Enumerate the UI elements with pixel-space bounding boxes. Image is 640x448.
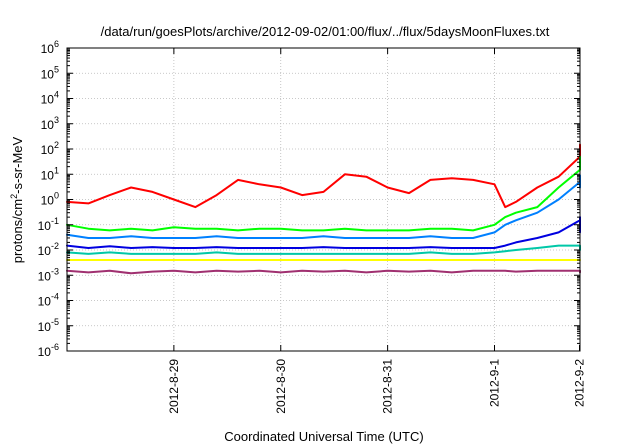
series-layer	[66, 143, 581, 275]
x-axis-label: Coordinated Universal Time (UTC)	[224, 429, 423, 444]
y-tick-label: 10-4	[38, 292, 59, 309]
grid	[67, 48, 580, 351]
y-tick-label: 100	[41, 191, 59, 208]
x-tick-label: 2012-8-29	[167, 359, 181, 414]
y-axis: 10-6 10-5 10-4 10-3 10-2 10-1 100 101 102 103 104 1…	[38, 39, 580, 359]
series-line-1	[66, 143, 581, 209]
y-tick-label: 10-6	[38, 342, 59, 359]
y-tick-label: 102	[41, 140, 59, 157]
y-axis-label-main: protons/cm	[10, 199, 25, 263]
series-line-7	[66, 269, 581, 275]
series-line-4	[66, 216, 581, 249]
y-tick-label: 105	[41, 64, 59, 81]
x-axis: 2012-8-29 2012-8-30 2012-8-31 2012-9-1 2012-…	[167, 48, 587, 414]
x-tick-label: 2012-8-30	[274, 359, 288, 414]
y-axis-label-tail: -s-sr-MeV	[10, 136, 25, 193]
y-axis-label: protons/cm2-s-sr-MeV	[9, 136, 25, 263]
chart-title: /data/run/goesPlots/archive/2012-09-02/0…	[101, 24, 550, 39]
y-tick-label: 104	[41, 90, 59, 107]
x-tick-label: 2012-9-1	[488, 359, 502, 407]
x-tick-label: 2012-8-31	[381, 359, 395, 414]
plot-frame	[66, 47, 581, 352]
y-axis-label-superscript: 2	[9, 194, 19, 199]
series-line-3	[66, 174, 581, 239]
y-tick-label: 103	[41, 115, 59, 132]
series-line-5	[66, 244, 581, 255]
y-tick-label: 10-5	[38, 317, 59, 334]
y-tick-label: 10-3	[38, 266, 59, 283]
y-tick-label: 101	[41, 165, 59, 182]
series-line-2	[66, 155, 581, 232]
y-tick-label: 10-2	[38, 241, 59, 258]
x-tick-label: 2012-9-2	[573, 359, 587, 407]
y-tick-label: 10-1	[38, 216, 59, 233]
y-tick-label: 106	[41, 39, 59, 56]
